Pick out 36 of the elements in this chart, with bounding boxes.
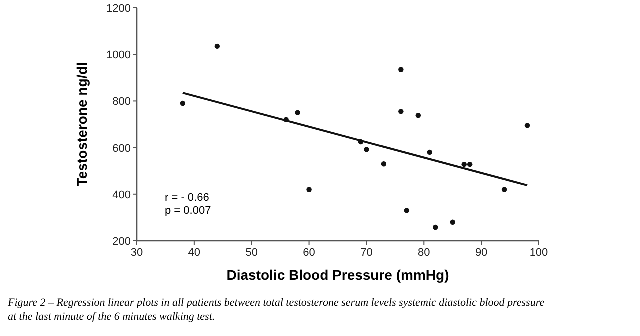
caption: Figure 2 – Regression linear plots in all patients between total testosterone serum levels systemic diastolic blood pressure at the last minute of the 6 minutes walking test. (7, 297, 545, 323)
x-tick-label: 40 (188, 247, 201, 259)
point (364, 147, 370, 152)
x-tick-label: 100 (530, 247, 548, 259)
point (398, 67, 404, 72)
y-tick-label: 200 (112, 236, 131, 248)
point (306, 187, 312, 192)
x-tick-label: 30 (130, 247, 144, 259)
point (180, 100, 186, 106)
x-tick-label: 60 (303, 247, 316, 259)
x-tick-label: 80 (418, 247, 430, 259)
x-tick-label: 70 (360, 247, 373, 259)
point (381, 162, 387, 167)
annotation: p = 0.007 (165, 205, 212, 217)
x-tick-label: 90 (475, 247, 488, 259)
point (462, 162, 467, 168)
y-tick-label: 400 (112, 189, 131, 202)
point (404, 208, 410, 214)
point (450, 220, 456, 225)
point (524, 123, 530, 128)
point (416, 113, 421, 118)
point (433, 224, 438, 230)
y-axis-title: Testosterone ng/dl (74, 62, 90, 187)
y-tick-label: 1200 (106, 3, 131, 15)
x-axis-title: Diastolic Blood Pressure (mmHg) (226, 267, 450, 283)
point (427, 150, 432, 156)
point (398, 109, 404, 114)
y-tick-label: 600 (112, 142, 131, 155)
point (502, 187, 508, 192)
x-tick-label: 50 (246, 247, 258, 259)
annotation: r = - 0.66 (165, 192, 210, 204)
point (467, 162, 473, 168)
point (214, 44, 220, 50)
y-tick-label: 1000 (106, 50, 131, 62)
y-tick-label: 800 (112, 96, 131, 108)
point (295, 110, 300, 116)
